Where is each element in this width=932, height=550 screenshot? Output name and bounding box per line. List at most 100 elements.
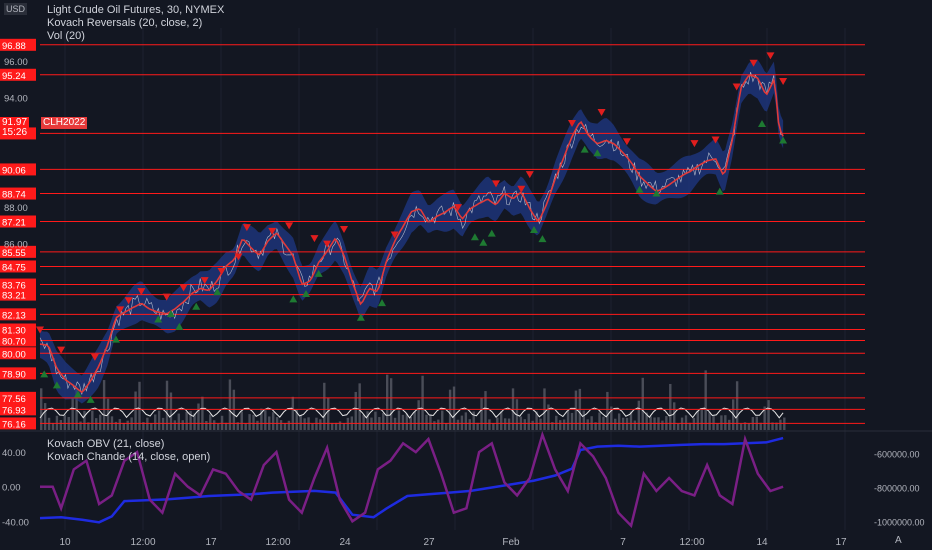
volume-bar [720,415,722,430]
volume-bar [716,424,718,430]
volume-bar [347,418,349,430]
time-axis-label: 12:00 [679,537,704,548]
price-level-label: 96.88 [2,41,26,52]
volume-bar [524,419,526,430]
volume-bar [441,411,443,430]
indicator-legend-volume[interactable]: Vol (20) [47,30,224,43]
volume-bar [272,412,274,430]
volume-bar [366,411,368,430]
volume-bar [429,415,431,430]
chande-axis-tick: 40.00 [2,448,26,459]
symbol-label: CLH2022 [41,117,87,129]
price-level-label: 80.00 [2,349,26,360]
volume-bar [728,420,730,430]
volume-bar [598,412,600,430]
volume-bar [398,410,400,430]
volume-bar [103,380,105,430]
time-axis-label: 12:00 [130,537,155,548]
price-band [40,60,783,404]
obv-axis-tick: -1000000.00 [874,517,925,527]
volume-bar [71,398,73,430]
volume-bar [288,421,290,430]
volume-bar [209,414,211,430]
volume-bar [386,375,388,430]
time-axis-label: 17 [205,537,217,548]
volume-bar [362,415,364,430]
volume-bar [433,421,435,430]
obv-axis-tick: -800000.00 [874,483,920,493]
price-level-label: 76.16 [2,419,26,430]
chart-title[interactable]: Light Crude Oil Futures, 30, NYMEX [47,4,224,17]
volume-bar [52,423,54,430]
currency-label[interactable]: USD [4,3,27,15]
volume-bar [44,403,46,430]
lower-panel-legend: Kovach OBV (21, close) Kovach Chande (14… [47,438,210,464]
volume-bar [661,421,663,430]
volume-bar [425,415,427,430]
reversal-down-marker [340,226,348,233]
volume-bar [174,420,176,430]
volume-bar [217,424,219,430]
volume-bar [343,424,345,430]
volume-bar [284,423,286,430]
volume-bar [162,418,164,430]
volume-bar [331,423,333,430]
price-level-label: 83.21 [2,291,26,302]
volume-bar [480,398,482,430]
reversal-up-marker [538,235,546,242]
time-axis-label: 24 [339,537,351,548]
volume-bar [311,424,313,430]
volume-bar [469,419,471,430]
volume-bar [457,420,459,430]
volume-bar [767,400,769,430]
time-axis-label: 12:00 [265,537,290,548]
indicator-legend-obv[interactable]: Kovach OBV (21, close) [47,438,210,451]
volume-bar [56,416,58,430]
price-level-label: 80.70 [2,336,26,347]
volume-bar [736,381,738,430]
volume-bar [264,410,266,430]
volume-bar [178,414,180,430]
price-level-label: 88.74 [2,190,26,201]
volume-bar [213,420,215,430]
price-level-label: 77.56 [2,394,26,405]
price-candles [40,72,783,394]
time-axis-label: 7 [620,537,626,548]
volume-bar [256,421,258,430]
volume-bar [708,412,710,430]
volume-bar [390,378,392,430]
indicator-legend-chande[interactable]: Kovach Chande (14, close, open) [47,451,210,464]
volume-bar [583,411,585,430]
auto-scale-icon[interactable]: A [895,535,902,546]
price-axis-tick: 96.00 [4,57,28,68]
volume-bar [740,424,742,430]
volume-bar [559,420,561,430]
obv-axis-tick: -600000.00 [874,449,920,459]
volume-bar [500,411,502,430]
volume-bar [587,419,589,430]
reversal-down-marker [310,235,318,242]
volume-bar [673,402,675,430]
time-axis-label: 10 [59,537,71,548]
volume-bar [571,413,573,430]
price-axis-tick: 94.00 [4,93,28,104]
price-level-label: 90.06 [2,165,26,176]
volume-bar [252,415,254,430]
indicator-legend-reversals[interactable]: Kovach Reversals (20, close, 2) [47,17,224,30]
volume-bar [697,411,699,430]
volume-bar [539,419,541,430]
volume-bar [508,419,510,430]
volume-bar [91,411,93,430]
volume-bar [126,421,128,430]
volume-bar [241,411,243,430]
volume-bar [134,392,136,430]
volume-bar [724,415,726,430]
volume-bar [123,423,125,430]
volume-bar [748,423,750,430]
volume-bar [461,416,463,430]
volume-bar [437,420,439,430]
volume-bar [614,419,616,430]
volume-bar [158,411,160,430]
